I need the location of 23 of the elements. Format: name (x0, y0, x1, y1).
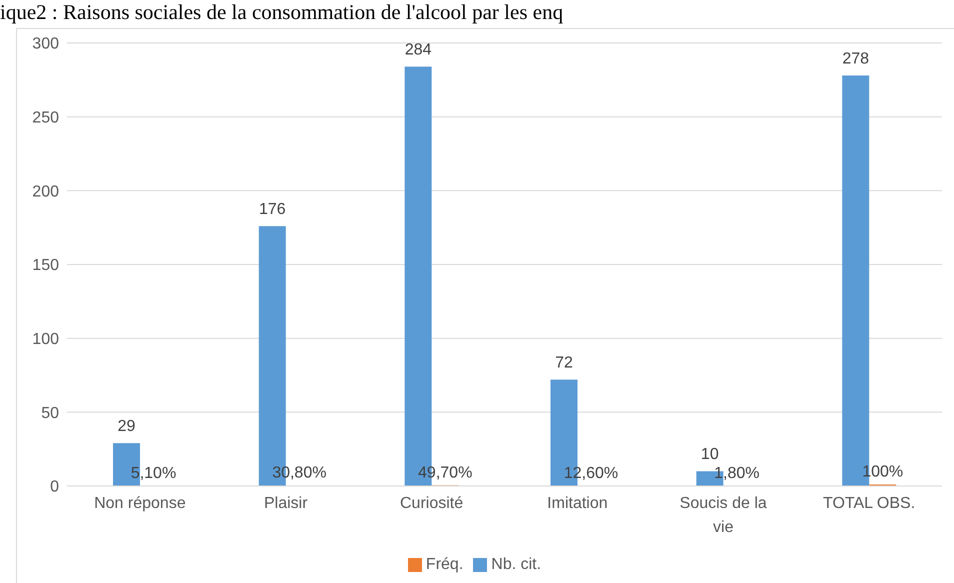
data-label: 278 (842, 50, 870, 68)
x-tick-label: Non réponse (94, 495, 186, 512)
x-tick-label: Plaisir (264, 495, 308, 512)
y-tick-label: 0 (50, 478, 60, 496)
x-tick-label: Imitation (547, 495, 608, 512)
data-label: 176 (258, 201, 286, 218)
y-tick-label: 150 (32, 257, 60, 274)
x-tick-label: Curiosité (400, 495, 464, 512)
legend-label: Nb. cit. (491, 556, 542, 573)
data-label: 10 (700, 446, 719, 464)
data-label: 284 (404, 42, 432, 59)
data-label: 72 (555, 354, 573, 372)
data-label: 29 (118, 418, 136, 436)
y-tick-label: 250 (32, 110, 60, 127)
y-tick-label: 300 (32, 36, 60, 53)
x-tick-label: Soucis de la vie (680, 495, 767, 536)
chart-title: ique2 : Raisons sociales de la consommation de l'alcool par les enq (0, 0, 564, 26)
legend-label: Fréq. (426, 556, 464, 573)
y-tick-label: 100 (32, 331, 60, 348)
y-tick-label: 200 (32, 183, 60, 200)
y-tick-label: 50 (41, 404, 60, 422)
x-tick-label: TOTAL OBS. (822, 495, 916, 512)
data-label: 1,80% (714, 464, 760, 482)
